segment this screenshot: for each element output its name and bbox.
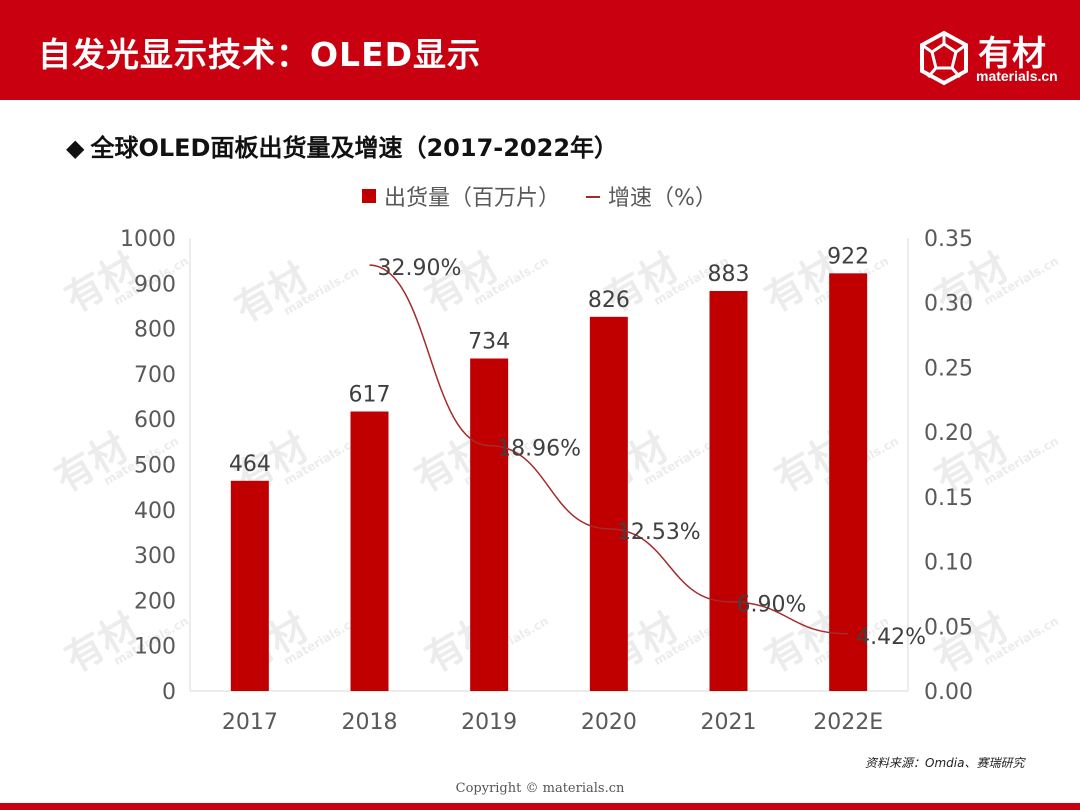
y-left-tick-label: 400	[134, 499, 176, 524]
bar	[470, 358, 509, 691]
page-title: 自发光显示技术：OLED显示	[38, 35, 482, 74]
legend-bar-swatch	[362, 189, 376, 203]
x-tick-label: 2022E	[813, 710, 883, 735]
bar	[230, 480, 269, 691]
y-left-tick-label: 800	[134, 318, 176, 343]
footer-bar	[0, 803, 1080, 810]
bar	[589, 316, 628, 691]
y-left-tick-label: 0	[162, 680, 176, 705]
y-right-tick-label: 0.15	[924, 486, 973, 511]
source-note: 资料来源：Omdia、赛瑞研究	[865, 756, 1025, 770]
bar-value-label: 826	[588, 288, 630, 313]
line-value-label: 32.90%	[378, 256, 462, 281]
y-left-tick-label: 600	[134, 408, 176, 433]
diamond-bullet-icon: ◆	[66, 134, 85, 162]
line-value-label: 6.90%	[737, 593, 807, 618]
growth-rate-line	[369, 264, 849, 635]
y-left-tick-label: 900	[134, 272, 176, 297]
bar	[350, 411, 389, 691]
x-tick-label: 2021	[701, 710, 757, 735]
brand-logo: 有材 materials.cn	[916, 30, 1066, 86]
bar-value-label: 922	[827, 244, 869, 269]
x-tick-label: 2020	[581, 710, 637, 735]
y-left-tick-label: 200	[134, 589, 176, 614]
y-right-tick-label: 0.00	[924, 680, 973, 705]
y-left-tick-label: 700	[134, 363, 176, 388]
line-value-label: 12.53%	[617, 520, 701, 545]
logo-icon	[920, 30, 968, 86]
y-left-tick-label: 500	[134, 454, 176, 479]
y-left-tick-label: 300	[134, 544, 176, 569]
line-value-label: 18.96%	[497, 437, 581, 462]
header-bar	[0, 0, 1080, 100]
logo-name: 有材	[978, 34, 1046, 74]
y-right-tick-label: 0.35	[924, 227, 973, 252]
x-tick-label: 2018	[342, 710, 398, 735]
x-tick-label: 2017	[222, 710, 278, 735]
bar	[829, 273, 868, 691]
y-left-tick-label: 100	[134, 635, 176, 660]
y-right-tick-label: 0.05	[924, 615, 973, 640]
x-tick-label: 2019	[461, 710, 517, 735]
y-right-tick-label: 0.25	[924, 356, 973, 381]
copyright-text: Copyright © materials.cn	[455, 781, 625, 796]
y-right-tick-label: 0.10	[924, 551, 973, 576]
y-right-tick-label: 0.20	[924, 421, 973, 446]
bar-value-label: 464	[229, 452, 271, 477]
y-right-tick-label: 0.30	[924, 292, 973, 317]
y-left-tick-label: 1000	[120, 227, 176, 252]
legend-bar-label: 出货量（百万片）	[384, 186, 560, 211]
bar-value-label: 617	[349, 382, 391, 407]
logo-subtitle: materials.cn	[976, 68, 1058, 84]
chart-heading-text: 全球OLED面板出货量及增速（2017-2022年）	[90, 134, 619, 162]
legend-line-label: 增速（%）	[608, 186, 717, 211]
bar	[709, 291, 748, 691]
bar-value-label: 883	[708, 262, 750, 287]
chart-heading: ◆ 全球OLED面板出货量及增速（2017-2022年）	[66, 128, 618, 163]
line-value-label: 4.42%	[856, 625, 926, 650]
bar-value-label: 734	[468, 329, 510, 354]
